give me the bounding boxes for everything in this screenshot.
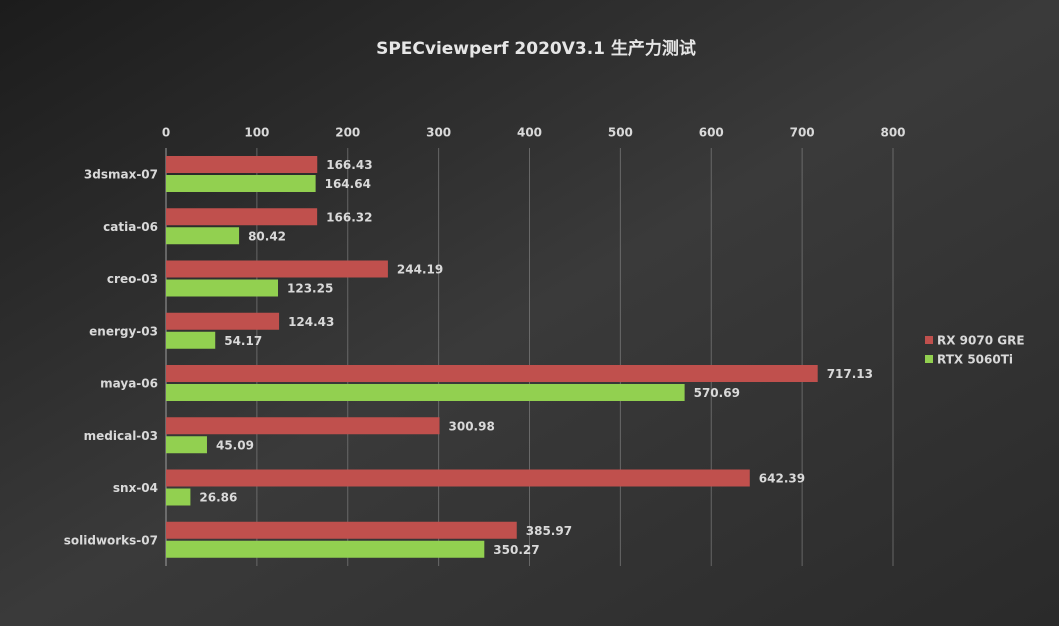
y-tick-label: maya-06 — [100, 377, 158, 391]
bar — [166, 436, 207, 454]
y-tick-label: solidworks-07 — [64, 533, 158, 547]
data-label: 164.64 — [325, 177, 371, 191]
data-label: 123.25 — [287, 282, 333, 296]
bar — [166, 365, 818, 382]
data-label: 26.86 — [199, 491, 237, 505]
y-tick-label: energy-03 — [89, 324, 158, 338]
chart-title: SPECviewperf 2020V3.1 生产力测试 — [376, 38, 696, 59]
bar — [166, 312, 280, 330]
x-tick-label: 100 — [244, 126, 269, 140]
x-tick-label: 0 — [162, 126, 170, 140]
data-label: 300.98 — [449, 419, 495, 433]
x-tick-label: 500 — [608, 126, 633, 140]
bar — [166, 208, 318, 226]
bar — [166, 384, 685, 401]
y-tick-label: creo-03 — [107, 272, 158, 286]
data-label: 570.69 — [694, 386, 740, 400]
bar — [166, 417, 440, 435]
data-label: 124.43 — [288, 315, 334, 329]
bar — [166, 175, 316, 192]
y-tick-label: catia-06 — [103, 220, 158, 234]
data-label: 350.27 — [493, 543, 539, 557]
data-label: 54.17 — [224, 334, 262, 348]
bar — [166, 227, 240, 245]
bar — [166, 260, 388, 278]
bar — [166, 540, 485, 558]
data-label: 45.09 — [216, 438, 254, 452]
legend-swatch — [925, 355, 933, 363]
x-tick-label: 200 — [335, 126, 360, 140]
legend-swatch — [925, 336, 933, 344]
data-label: 717.13 — [827, 367, 873, 381]
x-tick-label: 600 — [699, 126, 724, 140]
data-label: 166.32 — [326, 210, 372, 224]
bar — [166, 469, 750, 487]
data-label: 166.43 — [326, 158, 372, 172]
x-tick-label: 400 — [517, 126, 542, 140]
data-label: 244.19 — [397, 263, 443, 277]
y-tick-label: snx-04 — [113, 481, 158, 495]
data-label: 385.97 — [526, 524, 572, 538]
bar — [166, 521, 517, 539]
x-tick-label: 300 — [426, 126, 451, 140]
bar — [166, 331, 216, 349]
bar — [166, 156, 318, 173]
legend-label: RTX 5060Ti — [937, 353, 1013, 367]
legend-label: RX 9070 GRE — [937, 334, 1025, 348]
bar — [166, 488, 191, 506]
y-tick-label: medical-03 — [84, 429, 158, 443]
y-tick-label: 3dsmax-07 — [84, 168, 158, 182]
bar — [166, 279, 279, 297]
data-label: 80.42 — [248, 229, 286, 243]
data-label: 642.39 — [759, 472, 805, 486]
x-tick-label: 700 — [790, 126, 815, 140]
x-tick-label: 800 — [880, 126, 905, 140]
